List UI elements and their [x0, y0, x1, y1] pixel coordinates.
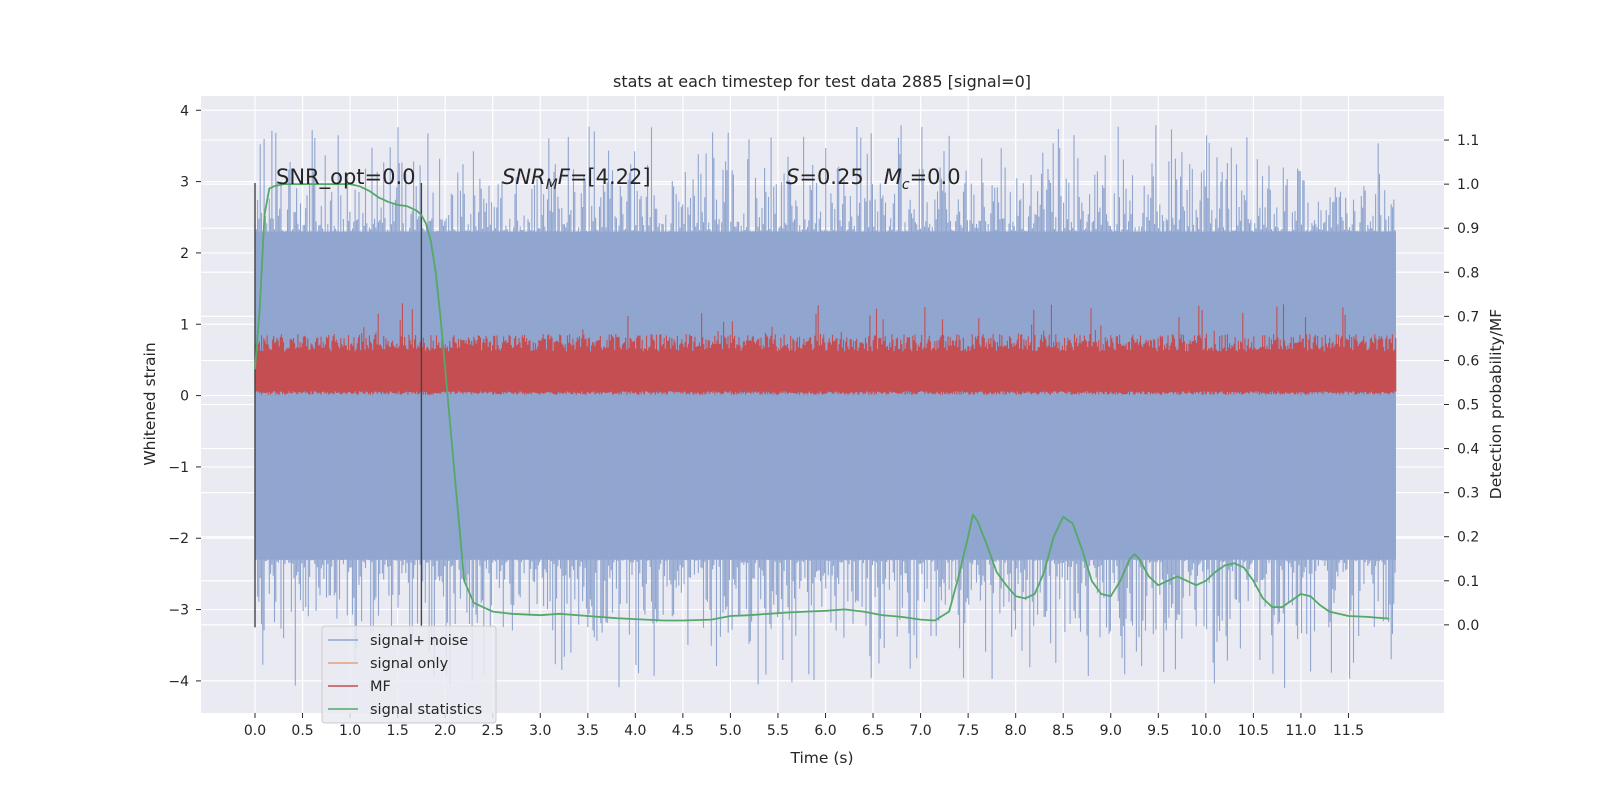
x-tick-label: 7.5 — [957, 723, 979, 739]
x-tick-label: 10.5 — [1238, 723, 1269, 739]
x-tick-label: 11.5 — [1333, 723, 1364, 739]
x-tick-label: 1.5 — [386, 723, 408, 739]
x-tick-label: 0.0 — [244, 723, 266, 739]
x-tick-label: 3.5 — [577, 723, 599, 739]
annotation-snr-opt: SNR_opt=0.0 — [276, 165, 416, 190]
x-tick-label: 9.0 — [1100, 723, 1122, 739]
legend-label-mf: MF — [370, 679, 391, 695]
y2-tick-label: 0.2 — [1457, 530, 1479, 546]
signal-statistics-series — [254, 183, 1390, 622]
x-tick-label: 3.0 — [529, 723, 551, 739]
y-tick-label: 0 — [180, 389, 189, 405]
signal-statistics-line — [254, 183, 1390, 622]
x-tick-label: 8.0 — [1005, 723, 1027, 739]
x-tick-label: 5.5 — [767, 723, 789, 739]
x-tick-label: 1.0 — [339, 723, 361, 739]
x-tick-label: 5.0 — [719, 723, 741, 739]
x-tick-label: 2.0 — [434, 723, 456, 739]
annotation-snr-mf: SNRMF=[4.22] — [502, 165, 651, 193]
x-tick-label: 11.0 — [1285, 723, 1316, 739]
legend-label-signal-statistics: signal statistics — [370, 702, 482, 718]
y2-tick-label: 0.8 — [1457, 265, 1479, 281]
y-tick-label: −4 — [168, 674, 189, 690]
x-tick-label: 4.5 — [672, 723, 694, 739]
y2-tick-label: 0.1 — [1457, 574, 1479, 590]
chart-title: stats at each timestep for test data 288… — [613, 72, 1031, 91]
legend-box — [321, 625, 497, 724]
y2-axis-label: Detection probability/MF — [1487, 309, 1505, 500]
y-tick-label: 4 — [180, 103, 189, 119]
y2-tick-label: 0.3 — [1457, 486, 1479, 502]
y2-tick-label: 0.5 — [1457, 398, 1479, 414]
y2-tick-label: 1.1 — [1457, 133, 1479, 149]
x-ticks: 0.0 0.5 1.0 1.5 2.0 2.5 3.0 3.5 4.0 4.5 5.0 5.5 6.0 6… — [244, 713, 1364, 739]
y2-tick-label: 0.0 — [1457, 618, 1479, 634]
x-tick-label: 0.5 — [291, 723, 313, 739]
y-tick-label: 1 — [180, 317, 189, 333]
y-tick-label: 2 — [180, 246, 189, 262]
y-axis-label: Whitened strain — [141, 342, 159, 465]
annotation-s-mc: S=0.25 Mc=0.0 — [786, 165, 961, 193]
legend: signal+ noise signal only MF signal stat… — [321, 625, 497, 724]
y2-tick-label: 0.7 — [1457, 309, 1479, 325]
y2-tick-label: 0.4 — [1457, 442, 1479, 458]
vertical-markers — [254, 183, 423, 628]
y2-tick-label: 0.6 — [1457, 353, 1479, 369]
y-tick-label: −3 — [168, 603, 189, 619]
y-ticks: −4 −3 −2 −1 0 1 2 3 4 — [168, 103, 201, 690]
y2-tick-label: 1.0 — [1457, 177, 1479, 193]
y2-tick-label: 0.9 — [1457, 221, 1479, 237]
x-tick-label: 10.0 — [1190, 723, 1221, 739]
y2-ticks: 0.0 0.1 0.2 0.3 0.4 0.5 0.6 0.7 0.8 0.9 1.0 1.1 — [1444, 133, 1479, 634]
x-tick-label: 2.5 — [482, 723, 504, 739]
legend-label-signal-noise: signal+ noise — [370, 633, 468, 649]
x-tick-label: 6.0 — [814, 723, 836, 739]
legend-label-signal-only: signal only — [370, 656, 449, 672]
x-tick-label: 7.0 — [909, 723, 931, 739]
y-tick-label: −1 — [168, 460, 189, 476]
x-axis-label: Time (s) — [789, 749, 853, 767]
x-tick-label: 4.0 — [624, 723, 646, 739]
x-tick-label: 6.5 — [862, 723, 884, 739]
y-tick-label: 3 — [180, 175, 189, 191]
x-tick-label: 9.5 — [1147, 723, 1169, 739]
x-tick-label: 8.5 — [1052, 723, 1074, 739]
y-tick-label: −2 — [168, 531, 189, 547]
signal-noise-series — [254, 125, 1396, 688]
